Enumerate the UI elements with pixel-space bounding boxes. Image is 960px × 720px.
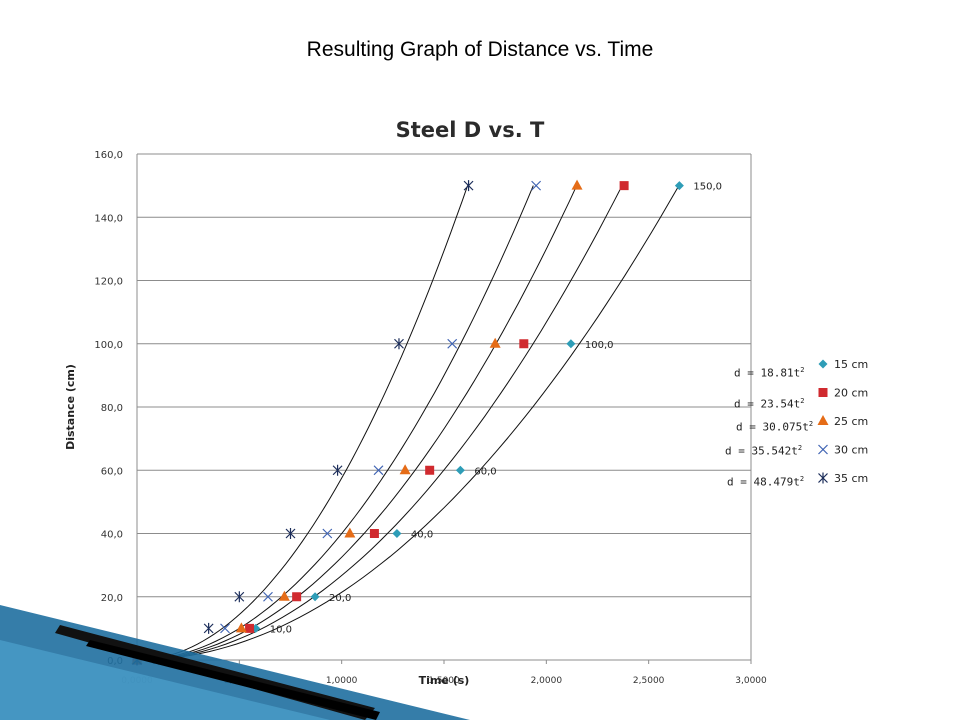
data-point-15-cm bbox=[674, 181, 684, 191]
x-tick-label: 1,5000 bbox=[428, 676, 460, 686]
legend-label: 15 cm bbox=[834, 358, 868, 371]
data-label: 100,0 bbox=[585, 340, 614, 351]
data-point-35-cm bbox=[203, 622, 214, 634]
trendline-30-cm bbox=[136, 185, 534, 661]
legend-label: 30 cm bbox=[834, 444, 868, 457]
marker-stroke bbox=[447, 338, 458, 349]
y-tick-label: 60,0 bbox=[101, 466, 123, 477]
y-tick-label: 40,0 bbox=[101, 530, 123, 541]
data-point-35-cm bbox=[332, 464, 343, 476]
decoration-light-band bbox=[0, 640, 330, 720]
data-point-35-cm bbox=[394, 338, 404, 350]
data-label: 40,0 bbox=[411, 530, 433, 541]
marker-stroke bbox=[373, 465, 384, 476]
x-axis-label: Time (s) bbox=[419, 674, 470, 687]
data-point-15-cm bbox=[566, 339, 576, 349]
equation-5: d = 48.479t2 bbox=[727, 475, 805, 489]
marker-stroke bbox=[818, 444, 828, 455]
data-point-25-cm bbox=[489, 337, 501, 348]
data-point-20-cm bbox=[292, 592, 302, 602]
data-point-30-cm bbox=[373, 465, 384, 476]
data-point-30-cm bbox=[531, 180, 542, 191]
decoration-dark-stripe-2 bbox=[86, 640, 380, 720]
x-tick-label: 2,0000 bbox=[531, 676, 563, 686]
legend-marker-20-cm bbox=[818, 388, 828, 397]
legend-marker-15-cm bbox=[818, 359, 828, 369]
equation-1: d = 18.81t2 bbox=[734, 366, 805, 380]
y-tick-label: 100,0 bbox=[94, 340, 123, 351]
y-tick-label: 140,0 bbox=[94, 213, 123, 224]
data-point-30-cm bbox=[447, 338, 458, 349]
data-point-20-cm bbox=[369, 529, 379, 538]
trendline-20-cm bbox=[136, 185, 623, 661]
data-point-20-cm bbox=[245, 623, 255, 633]
data-point-15-cm bbox=[310, 592, 320, 602]
trendline-35-cm bbox=[136, 185, 469, 661]
marker-stroke bbox=[220, 623, 230, 634]
y-tick-label: 160,0 bbox=[94, 150, 123, 161]
data-point-30-cm bbox=[322, 528, 333, 539]
data-point-15-cm bbox=[392, 529, 402, 538]
marker-stroke bbox=[531, 180, 542, 191]
data-point-30-cm bbox=[220, 623, 230, 634]
slide-title: Resulting Graph of Distance vs. Time bbox=[306, 38, 654, 61]
trendline-25-cm bbox=[136, 185, 578, 661]
y-tick-label: 20,0 bbox=[101, 593, 123, 604]
data-point-25-cm bbox=[344, 527, 356, 538]
y-tick-label: 80,0 bbox=[101, 403, 123, 414]
data-point-25-cm bbox=[278, 590, 290, 601]
marker-stroke bbox=[322, 528, 333, 539]
trendline-15-cm bbox=[136, 185, 680, 661]
chart-title: Steel D vs. T bbox=[395, 118, 545, 142]
data-point-30-cm bbox=[263, 591, 273, 602]
equation-3: d = 30.075t2 bbox=[736, 420, 814, 434]
equation-4: d = 35.542t2 bbox=[725, 444, 803, 458]
data-point-20-cm bbox=[619, 181, 629, 191]
data-label: 60,0 bbox=[474, 466, 496, 477]
data-point-35-cm bbox=[234, 591, 245, 603]
legend-label: 35 cm bbox=[834, 472, 868, 485]
equation-2: d = 23.54t2 bbox=[734, 397, 805, 411]
y-axis-label: Distance (cm) bbox=[64, 364, 77, 450]
legend-label: 25 cm bbox=[834, 415, 868, 428]
data-point-25-cm bbox=[399, 464, 411, 475]
data-point-25-cm bbox=[571, 179, 583, 190]
data-label: 20,0 bbox=[329, 593, 351, 604]
x-tick-label: 3,0000 bbox=[735, 676, 767, 686]
data-label: 10,0 bbox=[270, 624, 292, 635]
legend-marker-30-cm bbox=[818, 444, 828, 455]
legend-marker-35-cm bbox=[818, 472, 828, 484]
data-point-20-cm bbox=[425, 465, 435, 475]
data-label: 150,0 bbox=[693, 182, 722, 193]
data-point-25-cm bbox=[235, 622, 247, 633]
legend-marker-25-cm bbox=[817, 415, 829, 425]
legend-label: 20 cm bbox=[834, 387, 868, 400]
marker-stroke bbox=[263, 591, 273, 602]
x-tick-label: 1,0000 bbox=[326, 676, 358, 686]
x-tick-label: 2,5000 bbox=[633, 676, 665, 686]
y-tick-label: 120,0 bbox=[94, 277, 123, 288]
data-point-35-cm bbox=[463, 180, 474, 192]
data-point-20-cm bbox=[519, 339, 529, 349]
slide-decoration bbox=[0, 605, 470, 720]
data-point-35-cm bbox=[285, 528, 296, 539]
data-point-15-cm bbox=[455, 465, 465, 475]
